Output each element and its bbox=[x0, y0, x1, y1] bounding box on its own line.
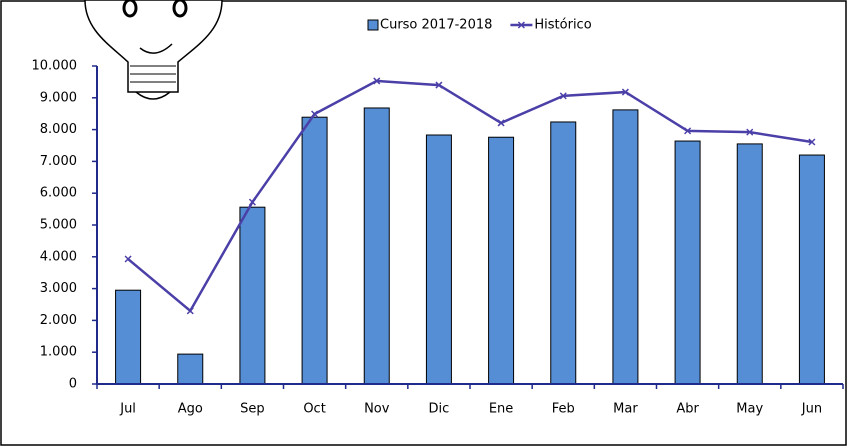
x-tick-label: Ene bbox=[489, 402, 513, 417]
bar bbox=[674, 140, 701, 385]
y-tick-label: 1.000 bbox=[40, 345, 77, 360]
line-marker bbox=[684, 127, 692, 135]
line-marker bbox=[808, 138, 816, 146]
x-tick-label: May bbox=[736, 402, 763, 417]
bar bbox=[177, 353, 204, 385]
x-tick-label: Nov bbox=[364, 402, 390, 417]
legend-label: Histórico bbox=[534, 18, 591, 33]
line-marker bbox=[497, 119, 505, 127]
line bbox=[127, 79, 813, 313]
legend-swatch bbox=[367, 19, 379, 31]
x-tick-label: Oct bbox=[303, 402, 325, 417]
bar bbox=[550, 121, 577, 385]
line-marker bbox=[311, 110, 319, 118]
y-tick-label: 4.000 bbox=[40, 249, 77, 264]
bar bbox=[612, 109, 639, 385]
x-tick-label: Abr bbox=[676, 402, 699, 417]
y-tick-label: 0 bbox=[69, 377, 77, 392]
bar bbox=[425, 134, 452, 385]
x-tick-label: Mar bbox=[613, 402, 638, 417]
x-tick-label: Jul bbox=[119, 402, 136, 417]
line-marker bbox=[559, 92, 567, 100]
line-marker bbox=[621, 88, 629, 96]
y-tick-label: 3.000 bbox=[40, 281, 77, 296]
bar bbox=[301, 116, 328, 385]
x-tick-label: Dic bbox=[429, 402, 450, 417]
bar bbox=[736, 143, 763, 385]
bar bbox=[798, 154, 825, 385]
lightbulb bbox=[84, 0, 223, 100]
y-tick-label: 7.000 bbox=[40, 154, 77, 169]
y-tick-label: 5.000 bbox=[40, 218, 77, 233]
line-marker bbox=[373, 77, 381, 85]
line-marker bbox=[435, 81, 443, 89]
y-tick-label: 6.000 bbox=[40, 186, 77, 201]
line-marker bbox=[186, 307, 194, 315]
legend-swatch bbox=[517, 21, 525, 29]
line-marker bbox=[248, 198, 256, 206]
x-tick-label: Ago bbox=[178, 402, 203, 417]
y-tick-label: 9.000 bbox=[40, 90, 77, 105]
bar bbox=[363, 107, 390, 385]
bar bbox=[488, 136, 515, 385]
y-tick-label: 10.000 bbox=[32, 59, 78, 74]
line-marker bbox=[746, 128, 754, 136]
y-tick-label: 8.000 bbox=[40, 122, 77, 137]
x-tick-label: Jun bbox=[801, 402, 822, 417]
x-tick-label: Sep bbox=[240, 402, 265, 417]
x-tick-label: Feb bbox=[552, 402, 575, 417]
y-tick-label: 2.000 bbox=[40, 313, 77, 328]
bar bbox=[115, 289, 142, 385]
line-marker bbox=[124, 255, 132, 263]
bar bbox=[239, 206, 266, 385]
legend-label: Curso 2017-2018 bbox=[380, 18, 492, 33]
